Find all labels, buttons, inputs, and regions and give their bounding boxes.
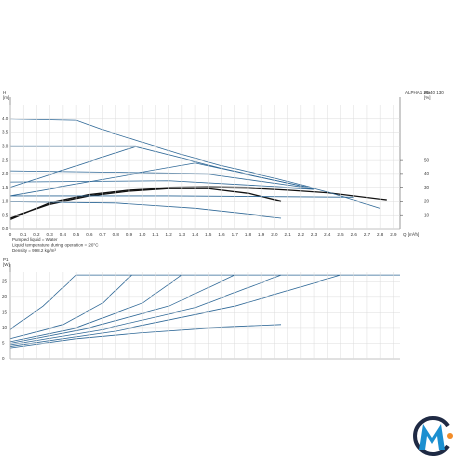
x-tick-label: 1.4	[192, 232, 199, 237]
x-tick-label: 0.8	[113, 232, 120, 237]
y2-axis-label: eta	[424, 90, 431, 95]
y2-tick-label: 40	[424, 171, 430, 176]
x-tick-label: 0.7	[99, 232, 106, 237]
y2-tick-label: 20	[424, 199, 430, 204]
y-tick-label: 2.5	[2, 157, 9, 162]
x-tick-label: 0.4	[60, 232, 67, 237]
y2-tick-label: 50	[424, 157, 430, 162]
x-tick-label: 1.9	[258, 232, 265, 237]
curve	[9, 274, 183, 343]
x-tick-label: 2.4	[324, 232, 331, 237]
y-tick-label: 0	[2, 356, 5, 361]
x-tick-label: 2.7	[364, 232, 371, 237]
logo	[413, 416, 453, 456]
x-tick-label: 2.0	[271, 232, 278, 237]
y-tick-label: 10	[2, 325, 8, 330]
x-tick-label: 2.3	[311, 232, 318, 237]
y-tick-label: 25	[2, 279, 8, 284]
curve	[9, 187, 282, 219]
annotation: Liquid temperature during operation = 20…	[12, 243, 99, 248]
x-tick-label: 1.7	[232, 232, 239, 237]
y2-axis-label: [%]	[424, 95, 431, 100]
annotation: Pumped liquid = Water	[12, 237, 58, 242]
x-axis-label: Q [m³/h]	[403, 232, 419, 237]
y-axis-label: P1	[3, 257, 9, 262]
x-tick-label: 0.5	[73, 232, 80, 237]
annotation: Density = 998.2 kg/m³	[12, 248, 56, 253]
y-axis-label: H	[3, 90, 6, 95]
curve	[9, 162, 315, 197]
x-tick-label: 2.2	[298, 232, 305, 237]
x-tick-label: 2.8	[377, 232, 384, 237]
x-tick-label: 0.1	[20, 232, 27, 237]
y-tick-label: 3.0	[2, 144, 9, 149]
x-tick-label: 0.6	[86, 232, 93, 237]
y-tick-label: 3.5	[2, 130, 9, 135]
x-tick-label: 1.3	[179, 232, 186, 237]
y2-tick-label: 10	[424, 212, 430, 217]
chart-title: ALPHA1 25-40 130	[405, 90, 444, 95]
curve	[9, 274, 77, 330]
x-tick-label: 0	[9, 232, 12, 237]
x-tick-label: 2.6	[351, 232, 358, 237]
x-tick-label: 1.1	[152, 232, 159, 237]
curve	[9, 274, 282, 346]
x-tick-label: 0.9	[126, 232, 133, 237]
y-tick-label: 0.5	[2, 212, 9, 217]
y-tick-label: 20	[2, 294, 8, 299]
y-tick-label: 5	[2, 341, 5, 346]
curve	[9, 274, 341, 347]
x-tick-label: 1.5	[205, 232, 212, 237]
y-axis-label: [W]	[3, 262, 10, 267]
y-tick-label: 0.0	[2, 226, 9, 231]
y2-tick-label: 30	[424, 185, 430, 190]
curve	[9, 186, 387, 220]
y-axis-label: [m]	[3, 95, 9, 100]
y-tick-label: 1.0	[2, 199, 9, 204]
x-tick-label: 1.0	[139, 232, 146, 237]
x-tick-label: 2.9	[390, 232, 397, 237]
x-tick-label: 1.6	[218, 232, 225, 237]
x-tick-label: 0.2	[33, 232, 40, 237]
x-tick-label: 1.8	[245, 232, 252, 237]
x-tick-label: 2.1	[284, 232, 291, 237]
y-tick-label: 1.5	[2, 185, 9, 190]
x-tick-label: 1.2	[166, 232, 173, 237]
y-tick-label: 2.0	[2, 171, 9, 176]
y-tick-label: 4.0	[2, 116, 9, 121]
curve	[9, 274, 235, 344]
x-tick-label: 2.5	[337, 232, 344, 237]
curve	[9, 145, 315, 190]
y-tick-label: 15	[2, 310, 8, 315]
x-tick-label: 0.3	[47, 232, 54, 237]
